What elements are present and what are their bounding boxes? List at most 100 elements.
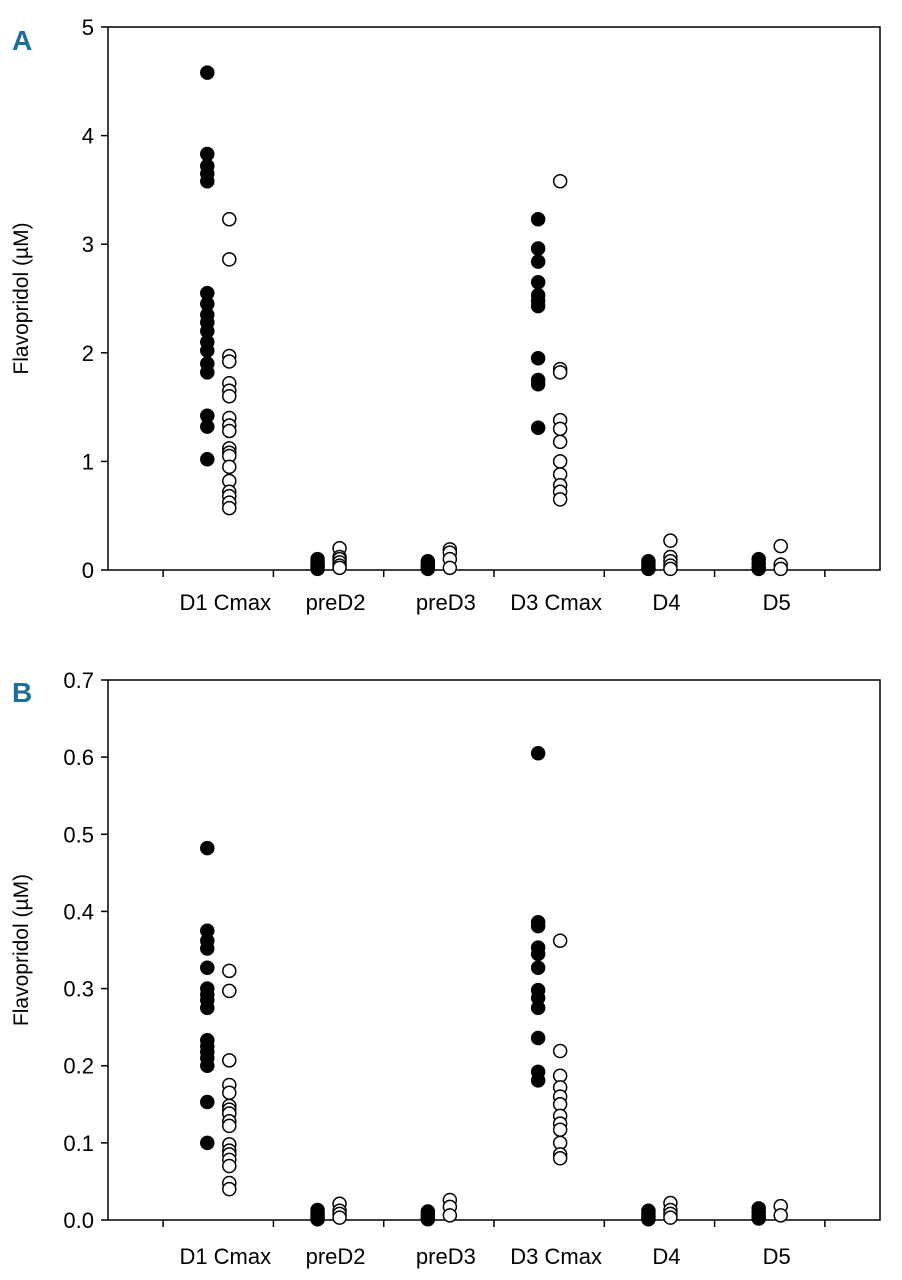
data-point-open: [222, 1158, 237, 1174]
data-point-open: [222, 211, 237, 227]
data-point-open: [222, 1181, 237, 1197]
data-point-open: [552, 1043, 568, 1059]
data-point-filled: [200, 1135, 215, 1151]
y-tick-label: 5: [82, 15, 94, 40]
y-tick-label: 0.7: [63, 668, 94, 693]
data-point-filled: [200, 1094, 215, 1110]
data-point-filled: [530, 274, 546, 290]
data-point-open: [222, 354, 237, 369]
x-tick-label: D3 Cmax: [510, 590, 602, 615]
data-point-open: [222, 1085, 237, 1100]
data-point-open: [773, 1208, 788, 1223]
x-tick-label: preD3: [416, 1244, 476, 1269]
x-tick-label: preD2: [306, 1244, 366, 1269]
data-point-open: [332, 560, 347, 576]
data-point-filled: [200, 1058, 215, 1073]
data-point-filled: [530, 1073, 546, 1088]
data-point-filled: [200, 941, 215, 956]
panel-a: A 0 1 2 3 4 5 D1 Cmax preD2 preD3 D3 Cmax D4 D5 Flavo…: [10, 15, 881, 615]
x-tick-label: D4: [652, 1244, 680, 1269]
plot-frame: [107, 679, 881, 1221]
data-point-open: [552, 434, 568, 450]
data-point-filled: [310, 1211, 325, 1227]
x-tick-label: D5: [763, 590, 791, 615]
data-point-open: [442, 1208, 458, 1223]
x-tick-label: D1 Cmax: [179, 590, 271, 615]
data-point-open: [442, 560, 458, 576]
x-tick-label: D5: [763, 1244, 791, 1269]
data-point-open: [332, 1210, 347, 1225]
data-point-filled: [530, 946, 546, 962]
data-point-filled: [530, 960, 546, 975]
data-point-filled: [530, 1000, 546, 1016]
data-point-open: [552, 492, 568, 507]
data-point-open: [552, 454, 568, 469]
data-point-filled: [530, 254, 546, 269]
y-tick-label: 0.5: [63, 822, 94, 847]
data-point-open: [773, 561, 788, 577]
data-point-filled: [200, 419, 215, 434]
data-point-open: [552, 173, 568, 189]
y-axis-label: Flavopridol (µM): [10, 222, 33, 374]
data-point-filled: [530, 1030, 546, 1046]
data-point-filled: [641, 561, 656, 577]
x-tick-label: preD2: [306, 590, 366, 615]
data-point-open: [222, 963, 237, 979]
data-point-open: [552, 1122, 568, 1137]
data-point-filled: [200, 146, 215, 162]
panel-label: A: [12, 25, 32, 56]
data-point-filled: [530, 918, 546, 934]
data-point-filled: [530, 298, 546, 314]
data-point-open: [222, 1118, 237, 1134]
y-tick-label: 0.2: [63, 1054, 94, 1079]
data-point-filled: [420, 1211, 436, 1227]
data-point-open: [552, 933, 568, 948]
data-point-open: [222, 459, 237, 475]
data-point-open: [773, 538, 788, 554]
panel-label: B: [12, 677, 32, 708]
x-tick-label: D3 Cmax: [510, 1244, 602, 1269]
y-tick-label: 1: [82, 449, 94, 474]
y-axis-label: Flavopridol (µM): [10, 874, 33, 1026]
data-point-open: [222, 1053, 237, 1068]
data-point-open: [663, 533, 678, 548]
y-tick-label: 2: [82, 341, 94, 366]
x-tick-label: D1 Cmax: [179, 1244, 271, 1269]
data-point-open: [552, 1151, 568, 1166]
data-point-open: [222, 500, 237, 516]
data-point-open: [552, 365, 568, 380]
data-point-open: [222, 252, 237, 267]
data-point-filled: [530, 211, 546, 227]
panel-b: B 0.0 0.1 0.2 0.3 0.4 0.5 0.6 0.7 D1 Cmax preD2 pre…: [10, 668, 881, 1269]
data-point-filled: [530, 746, 546, 761]
y-tick-label: 0.6: [63, 745, 94, 770]
y-tick-label: 0.4: [63, 899, 94, 924]
data-point-filled: [530, 350, 546, 366]
data-point-filled: [530, 420, 546, 435]
data-point-filled: [200, 343, 215, 358]
data-point-filled: [200, 960, 215, 975]
data-point-open: [222, 983, 237, 999]
y-tick-label: 0.1: [63, 1131, 94, 1156]
data-point-open: [222, 388, 237, 404]
x-tick-label: D4: [652, 590, 680, 615]
data-point-filled: [751, 1211, 766, 1226]
data-point-filled: [200, 173, 215, 189]
y-tick-label: 0: [82, 558, 94, 583]
data-point-filled: [530, 377, 546, 392]
data-point-filled: [200, 65, 215, 80]
data-point-open: [222, 423, 237, 439]
data-point-open: [663, 561, 678, 577]
data-point-filled: [530, 241, 546, 256]
data-point-filled: [641, 1211, 656, 1227]
data-point-filled: [200, 1000, 215, 1016]
x-tick-label: preD3: [416, 590, 476, 615]
data-point-filled: [310, 561, 325, 577]
data-point-filled: [200, 365, 215, 380]
data-point-filled: [751, 561, 766, 577]
y-tick-label: 0.3: [63, 977, 94, 1002]
data-point-open: [552, 421, 568, 437]
data-point-filled: [200, 451, 215, 467]
data-point-filled: [200, 840, 215, 856]
